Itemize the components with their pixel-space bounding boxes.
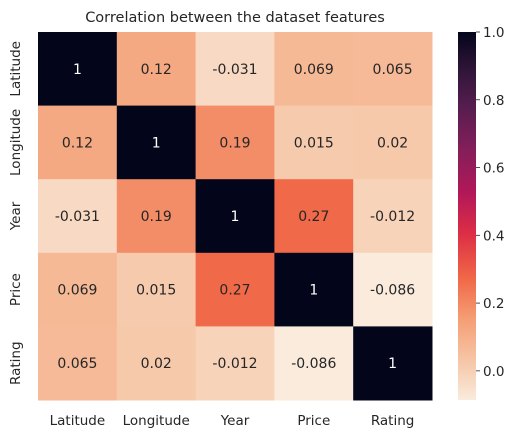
cell-value-label: 0.02 xyxy=(141,356,172,372)
y-tick-label: Latitude xyxy=(8,41,24,97)
cell-value-label: 1 xyxy=(231,209,240,225)
cell-value-label: 0.015 xyxy=(136,283,176,299)
heatmap-cell xyxy=(353,32,433,107)
heatmap-cell xyxy=(353,105,433,180)
x-tick-label: Latitude xyxy=(50,413,106,429)
heatmap-cell-labels: 1 0.12 -0.031 0.069 0.065 0.12 1 0.19 0.015 0.02 -… xyxy=(55,62,415,372)
cell-value-label: 1 xyxy=(388,356,397,372)
x-tick-label: Rating xyxy=(371,413,415,429)
heatmap-cell xyxy=(116,179,197,254)
colorbar-tick-label: 0.4 xyxy=(483,228,504,244)
heatmap-cell xyxy=(38,179,118,254)
heatmap-cell xyxy=(274,179,354,254)
cell-value-label: 0.27 xyxy=(219,283,250,299)
x-tick-label: Longitude xyxy=(123,413,190,429)
colorbar-tick-label: 0.6 xyxy=(483,161,504,177)
cell-value-label: 0.02 xyxy=(377,135,408,151)
heatmap-cell xyxy=(195,32,275,107)
y-tick-label: Longitude xyxy=(8,109,24,176)
x-tick-label: Price xyxy=(297,413,330,429)
colorbar-tick-label: 1.0 xyxy=(483,25,504,41)
cell-value-label: 0.27 xyxy=(298,209,329,225)
heatmap-cell xyxy=(353,326,433,401)
cell-value-label: -0.031 xyxy=(212,62,257,78)
cell-value-label: -0.086 xyxy=(291,356,336,372)
heatmap-cells xyxy=(38,32,433,401)
cell-value-label: 0.069 xyxy=(294,62,334,78)
heatmap-cell xyxy=(116,326,197,401)
heatmap-cell xyxy=(195,252,275,327)
chart-title: Correlation between the dataset features xyxy=(85,10,385,26)
heatmap-cell xyxy=(274,326,354,401)
y-tick-label: Price xyxy=(8,273,24,306)
heatmap-cell xyxy=(38,326,118,401)
y-tick-label: Rating xyxy=(8,341,24,385)
heatmap-cell xyxy=(38,105,118,180)
heatmap-cell xyxy=(38,32,118,107)
cell-value-label: 0.19 xyxy=(219,135,250,151)
colorbar-tick-label: 0.0 xyxy=(483,364,504,380)
heatmap-cell xyxy=(274,252,354,327)
cell-value-label: 0.069 xyxy=(57,283,97,299)
cell-value-label: -0.031 xyxy=(55,209,100,225)
y-tick-label: Year xyxy=(8,201,24,231)
x-tick-label: Year xyxy=(220,413,250,429)
cell-value-label: 0.12 xyxy=(141,62,172,78)
y-axis-tick-labels: Latitude Longitude Year Price Rating xyxy=(8,41,24,385)
heatmap-cell xyxy=(116,252,197,327)
heatmap-cell xyxy=(274,32,354,107)
heatmap-cell xyxy=(38,252,118,327)
cell-value-label: -0.086 xyxy=(370,283,415,299)
cell-value-label: 0.015 xyxy=(294,135,334,151)
heatmap-cell xyxy=(195,105,275,180)
heatmap-cell xyxy=(195,179,275,254)
cell-value-label: -0.012 xyxy=(212,356,257,372)
colorbar xyxy=(458,32,476,400)
heatmap-cell xyxy=(116,105,197,180)
heatmap-cell xyxy=(195,326,275,401)
cell-value-label: 0.19 xyxy=(141,209,172,225)
cell-value-label: 1 xyxy=(73,62,82,78)
cell-value-label: 1 xyxy=(309,283,318,299)
colorbar-tick-label: 0.8 xyxy=(483,93,504,109)
colorbar-ticks: 0.0 0.2 0.4 0.6 0.8 1.0 xyxy=(476,25,504,380)
cell-value-label: 1 xyxy=(152,135,161,151)
heatmap-cell xyxy=(353,179,433,254)
heatmap-cell xyxy=(274,105,354,180)
colorbar-tick-label: 0.2 xyxy=(483,296,504,312)
cell-value-label: 0.065 xyxy=(57,356,97,372)
cell-value-label: 0.065 xyxy=(373,62,413,78)
heatmap-cell xyxy=(116,32,197,107)
x-axis-tick-labels: Latitude Longitude Year Price Rating xyxy=(50,413,415,429)
heatmap-cell xyxy=(353,252,433,327)
cell-value-label: 0.12 xyxy=(62,135,93,151)
cell-value-label: -0.012 xyxy=(370,209,415,225)
